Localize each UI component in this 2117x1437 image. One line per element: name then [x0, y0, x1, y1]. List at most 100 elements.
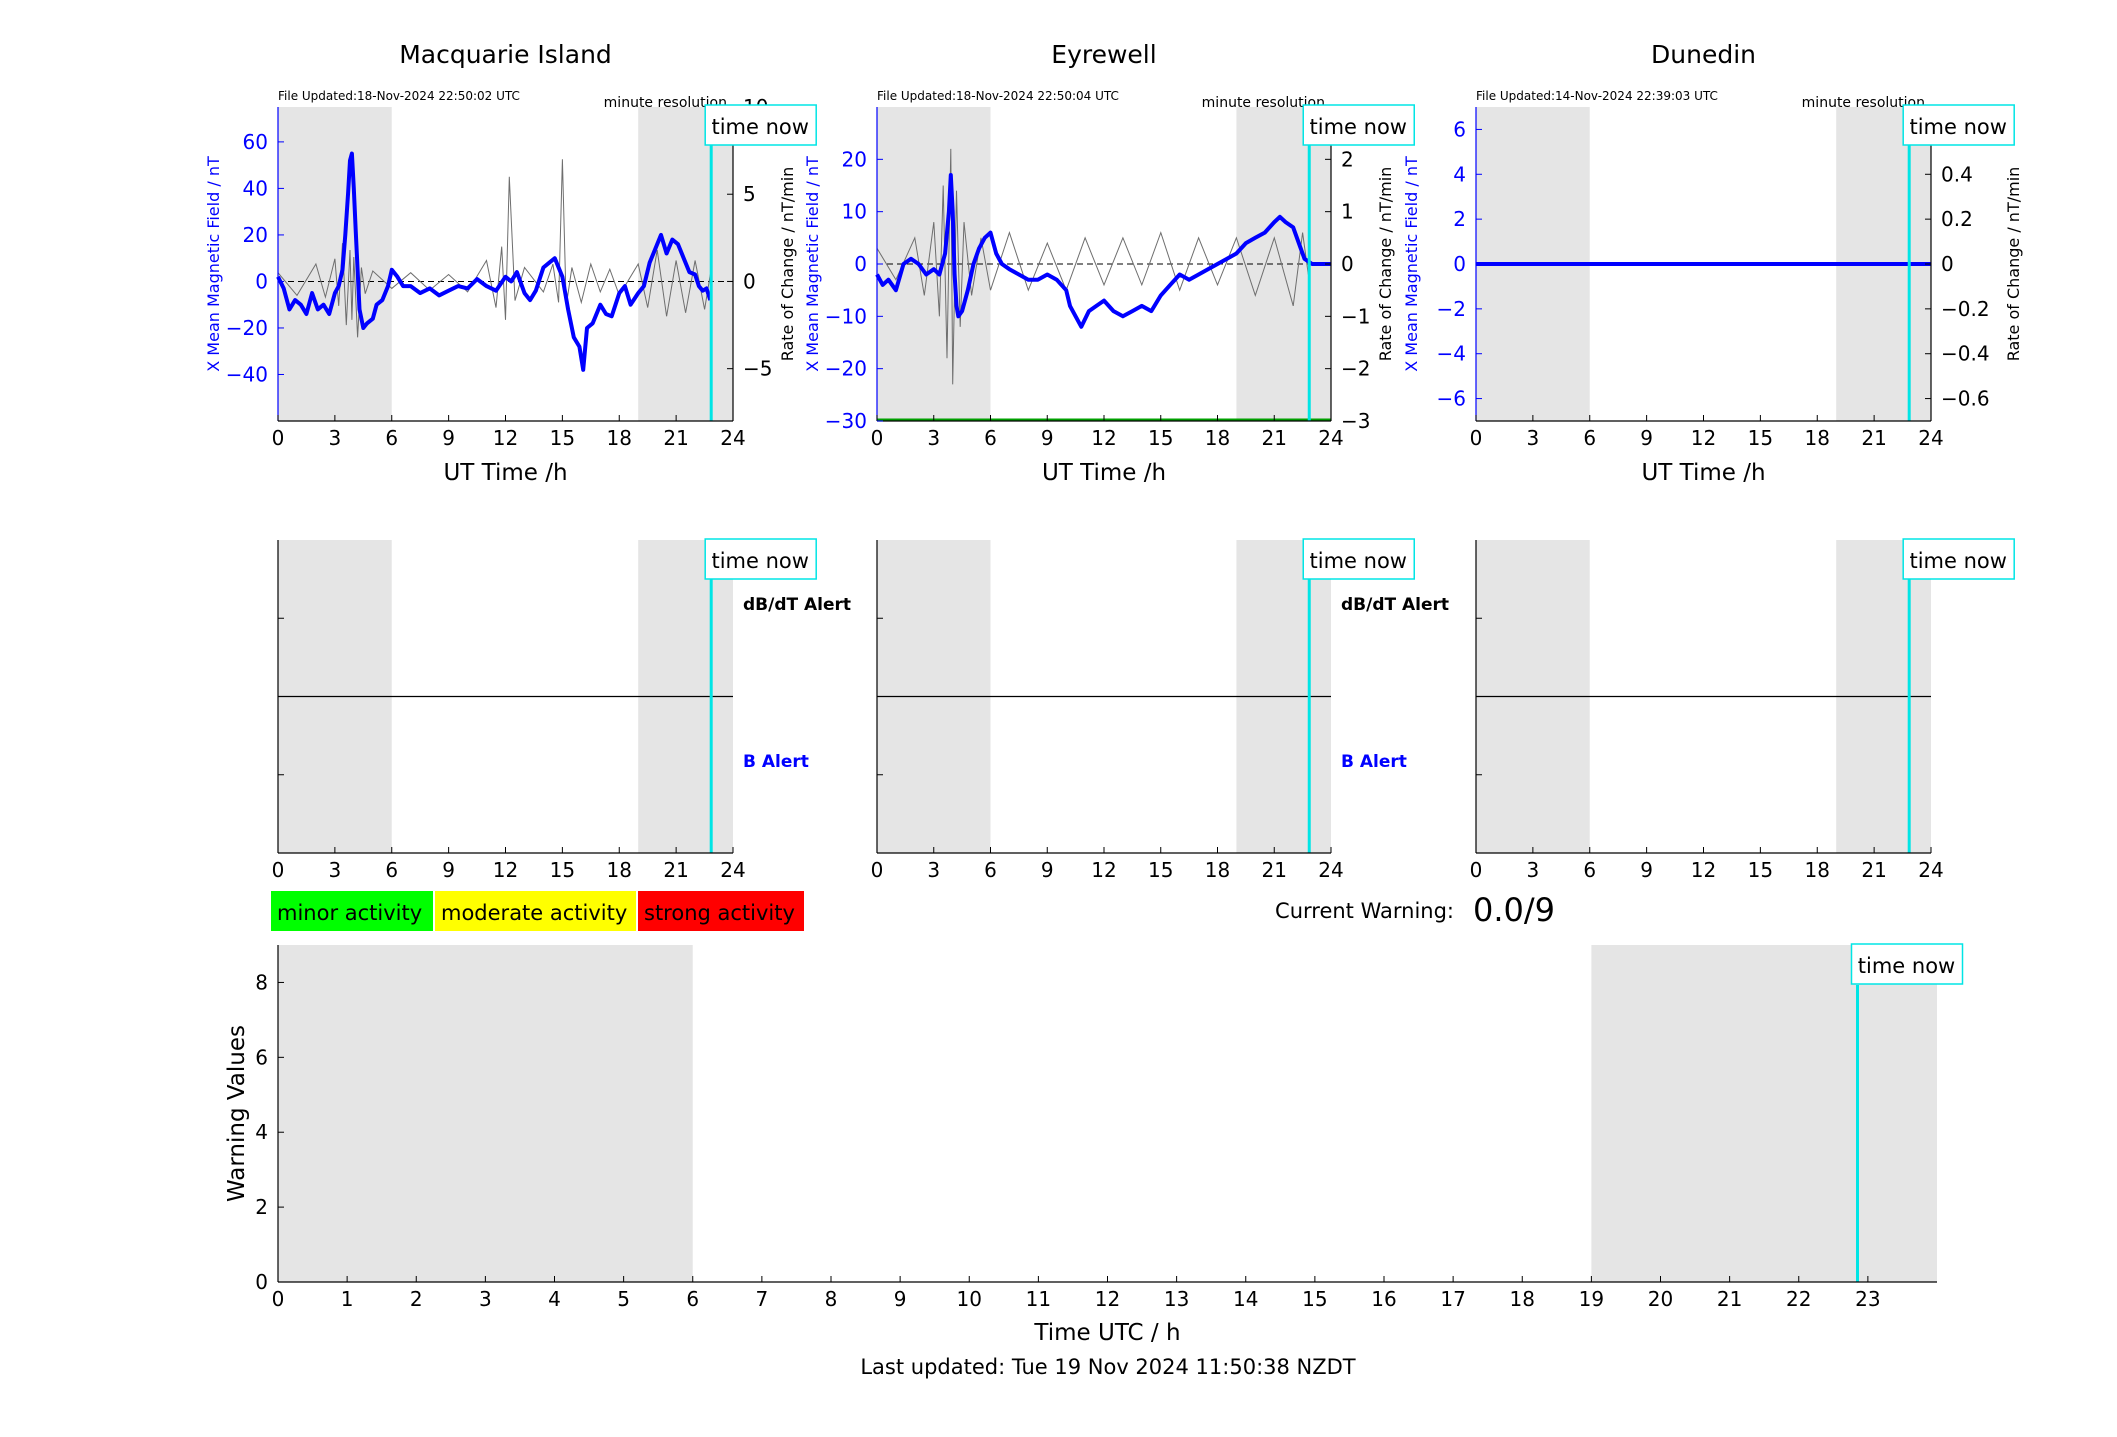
rate-of-change-series	[277, 159, 711, 338]
y-right-tick-label: −5	[743, 357, 772, 381]
x-axis-label: UT Time /h	[1042, 460, 1166, 486]
x-tick-label: 18	[1510, 1287, 1535, 1311]
x-tick-label: 0	[272, 426, 285, 450]
resolution-label: minute resolution	[1202, 95, 1325, 111]
x-tick-label: 1	[341, 1287, 354, 1311]
x-tick-label: 24	[1918, 426, 1943, 450]
y-right-axis-label: Rate of Change / nT/min	[2004, 167, 2023, 362]
x-tick-label: 6	[385, 426, 398, 450]
y-left-tick-label: 40	[243, 176, 268, 200]
y-tick-label: 4	[255, 1120, 268, 1144]
y-left-tick-label: 6	[1453, 117, 1466, 141]
y-left-tick-label: 60	[243, 130, 268, 154]
time-now-label: time now	[1909, 549, 2006, 573]
station-title: Macquarie Island	[399, 40, 612, 69]
x-tick-label: 7	[756, 1287, 769, 1311]
x-tick-label: 9	[442, 426, 455, 450]
x-tick-label: 23	[1855, 1287, 1880, 1311]
activity-legend: minor activity moderate activity strong ac…	[271, 891, 804, 931]
current-warning-label: Current Warning:	[1275, 899, 1454, 923]
file-updated-text: File Updated:18-Nov-2024 22:50:04 UTC	[877, 89, 1119, 103]
y-right-tick-label: −3	[1341, 409, 1370, 433]
x-tick-label: 12	[493, 858, 518, 882]
y-left-axis-label: X Mean Magnetic Field / nT	[803, 156, 822, 372]
x-tick-label: 11	[1026, 1287, 1051, 1311]
x-tick-label: 21	[1861, 858, 1886, 882]
x-tick-label: 9	[1041, 426, 1054, 450]
station-panel-0: Macquarie Island File Updated:18-Nov-2024…	[204, 40, 817, 486]
station-title: Dunedin	[1651, 40, 1756, 69]
x-tick-label: 21	[663, 858, 688, 882]
y-right-tick-label: 0	[743, 269, 756, 293]
y-left-axis-label: X Mean Magnetic Field / nT	[1402, 156, 1421, 372]
x-tick-label: 12	[1691, 426, 1716, 450]
y-right-axis-label: Rate of Change / nT/min	[778, 167, 797, 362]
time-now-label: time now	[711, 115, 808, 139]
db-dt-alert-label: dB/dT Alert	[743, 595, 851, 615]
x-tick-label: 20	[1648, 1287, 1673, 1311]
b-alert-label: B Alert	[1341, 752, 1407, 772]
y-tick-label: 8	[255, 970, 268, 994]
legend-swatch	[638, 891, 804, 931]
time-now-box	[1302, 538, 1415, 580]
x-tick-label: 24	[720, 858, 745, 882]
x-tick-label: 12	[1691, 858, 1716, 882]
x-tick-label: 6	[1583, 858, 1596, 882]
y-left-tick-label: −30	[825, 409, 867, 433]
x-tick-label: 21	[663, 426, 688, 450]
x-tick-label: 6	[984, 858, 997, 882]
x-tick-label: 21	[1861, 426, 1886, 450]
x-tick-label: 12	[1091, 858, 1116, 882]
y-left-tick-label: 2	[1453, 207, 1466, 231]
x-tick-label: 6	[686, 1287, 699, 1311]
x-tick-label: 3	[1527, 426, 1540, 450]
x-tick-label: 12	[1091, 426, 1116, 450]
x-tick-label: 24	[720, 426, 745, 450]
x-tick-label: 9	[1640, 858, 1653, 882]
y-left-tick-label: 0	[1453, 252, 1466, 276]
x-tick-label: 15	[550, 426, 575, 450]
y-left-tick-label: −40	[226, 362, 268, 386]
y-left-tick-label: 0	[255, 269, 268, 293]
y-left-tick-label: 4	[1453, 162, 1466, 186]
x-tick-label: 18	[1205, 858, 1230, 882]
y-left-tick-label: 0	[854, 252, 867, 276]
x-tick-label: 0	[1470, 858, 1483, 882]
rate-of-change-series	[876, 148, 1309, 385]
x-tick-label: 19	[1579, 1287, 1604, 1311]
resolution-label: minute resolution	[604, 95, 727, 111]
station-panel-1: Eyrewell File Updated:18-Nov-2024 22:50:0…	[803, 40, 1415, 486]
x-tick-label: 22	[1786, 1287, 1811, 1311]
night-shading-band	[278, 945, 693, 1282]
x-axis-label: UT Time /h	[1641, 460, 1765, 486]
x-tick-label: 10	[957, 1287, 982, 1311]
x-tick-label: 9	[1640, 426, 1653, 450]
x-tick-label: 18	[1805, 858, 1830, 882]
y-tick-label: 2	[255, 1195, 268, 1219]
x-tick-label: 8	[825, 1287, 838, 1311]
x-tick-label: 24	[1918, 858, 1943, 882]
y-left-tick-label: −4	[1437, 342, 1466, 366]
time-now-box	[1902, 104, 2015, 146]
x-tick-label: 13	[1164, 1287, 1189, 1311]
time-now-label: time now	[1858, 954, 1955, 978]
x-tick-label: 3	[927, 858, 940, 882]
time-now-label: time now	[1310, 549, 1407, 573]
x-tick-label: 15	[550, 858, 575, 882]
legend-label: minor activity	[277, 901, 422, 925]
y-right-tick-label: −0.6	[1941, 387, 1990, 411]
x-tick-label: 15	[1148, 426, 1173, 450]
last-updated-text: Last updated: Tue 19 Nov 2024 11:50:38 N…	[860, 1355, 1355, 1379]
y-right-tick-label: 2	[1341, 147, 1354, 171]
x-tick-label: 15	[1148, 858, 1173, 882]
x-tick-label: 15	[1748, 858, 1773, 882]
x-tick-label: 2	[410, 1287, 423, 1311]
legend-label: moderate activity	[441, 901, 627, 925]
x-axis-label: Time UTC / h	[1033, 1320, 1180, 1346]
x-tick-label: 9	[1041, 858, 1054, 882]
x-tick-label: 21	[1717, 1287, 1742, 1311]
file-updated-text: File Updated:18-Nov-2024 22:50:02 UTC	[278, 89, 520, 103]
x-tick-label: 6	[385, 858, 398, 882]
night-shading-band	[1591, 945, 1937, 1282]
x-axis-label: UT Time /h	[443, 460, 567, 486]
